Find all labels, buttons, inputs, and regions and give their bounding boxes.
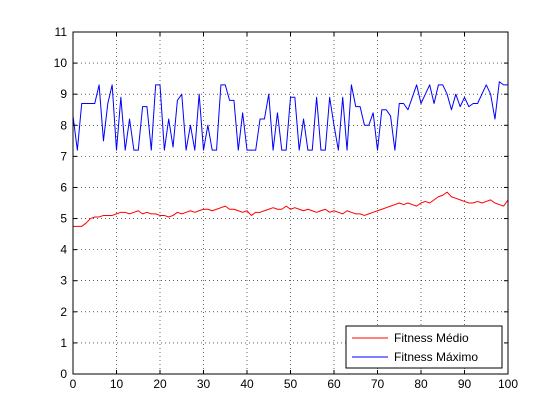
x-tick-label: 20 bbox=[153, 377, 167, 391]
legend-box bbox=[345, 325, 503, 369]
x-tick-label: 0 bbox=[70, 377, 77, 391]
y-tick-label: 3 bbox=[60, 274, 67, 288]
series-layer bbox=[72, 81, 509, 227]
x-tick-label: 90 bbox=[458, 377, 472, 391]
y-tick-label: 6 bbox=[60, 180, 67, 194]
y-tick-label: 4 bbox=[60, 243, 67, 257]
legend-label-1: Fitness Máximo bbox=[394, 350, 478, 364]
x-tick-label: 50 bbox=[284, 377, 298, 391]
y-tick-label: 1 bbox=[60, 336, 67, 350]
x-tick-label: 100 bbox=[498, 377, 518, 391]
grid bbox=[73, 32, 508, 374]
x-tick-label: 30 bbox=[197, 377, 211, 391]
legend: Fitness Médio Fitness Máximo bbox=[345, 325, 503, 369]
ticks bbox=[72, 31, 509, 375]
tick-labels: 0 10 20 30 40 50 60 70 80 90 100 0 1 2 3 4 5 6 7 8 9 10 11 bbox=[54, 25, 519, 391]
y-tick-label: 11 bbox=[55, 25, 68, 39]
x-tick-label: 80 bbox=[414, 377, 428, 391]
y-tick-label: 9 bbox=[60, 87, 67, 101]
y-tick-label: 7 bbox=[60, 149, 67, 163]
y-tick-label: 10 bbox=[54, 56, 68, 70]
y-tick-label: 5 bbox=[60, 212, 67, 226]
series-line-1 bbox=[72, 81, 508, 151]
y-tick-label: 2 bbox=[60, 305, 67, 319]
y-tick-label: 0 bbox=[60, 367, 67, 381]
x-tick-label: 10 bbox=[110, 377, 124, 391]
x-tick-label: 60 bbox=[327, 377, 341, 391]
series-line-0 bbox=[73, 191, 509, 227]
legend-label-0: Fitness Médio bbox=[394, 331, 469, 345]
y-tick-label: 8 bbox=[60, 118, 67, 132]
x-tick-label: 70 bbox=[371, 377, 385, 391]
x-tick-label: 40 bbox=[240, 377, 254, 391]
